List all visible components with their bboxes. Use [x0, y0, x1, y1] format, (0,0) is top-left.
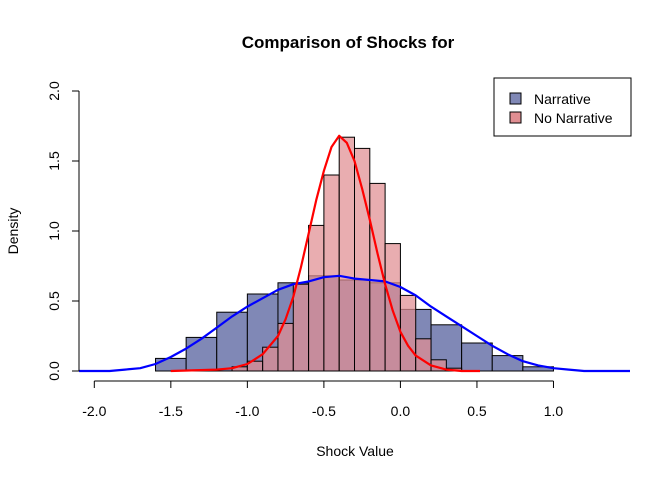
- x-tick-label-1: -1.5: [159, 403, 183, 419]
- y-axis-label: Density: [5, 208, 21, 255]
- density-line-narrative: [79, 274, 630, 373]
- bar-no-narrative-6: [323, 174, 340, 372]
- x-tick-label-5: 0.5: [467, 403, 487, 419]
- y-tick-label-4: 2.0: [46, 81, 62, 101]
- x-tick-label-0: -2.0: [82, 403, 106, 419]
- density-lines: [79, 134, 630, 373]
- x-tick-label-4: 0.0: [391, 403, 411, 419]
- y-tick-label-2: 1.0: [46, 221, 62, 241]
- bar-narrative-11: [491, 355, 524, 372]
- x-axis: -2.0 -1.5 -1.0 -0.5 0.0 0.5 1.0: [82, 380, 564, 419]
- legend-swatch-narrative: [509, 92, 522, 105]
- density-line-no-narrative: [170, 134, 480, 373]
- bar-narrative-1: [185, 336, 218, 372]
- bar-no-narrative-4: [292, 283, 310, 372]
- bar-no-narrative-5: [308, 224, 325, 372]
- y-tick-label-0: 0.0: [46, 361, 62, 381]
- x-tick-label-3: -0.5: [312, 403, 336, 419]
- bar-narrative-0: [155, 357, 187, 372]
- legend-label-narrative: Narrative: [534, 91, 591, 107]
- bar-no-narrative-11: [399, 294, 417, 372]
- x-axis-label: Shock Value: [316, 443, 394, 459]
- x-tick-label-6: 1.0: [544, 403, 564, 419]
- x-tick-label-2: -1.0: [235, 403, 259, 419]
- legend-label-no-narrative: No Narrative: [534, 110, 613, 126]
- bar-narrative-2: [216, 311, 248, 372]
- bar-narrative-10: [461, 342, 493, 372]
- y-tick-label-1: 0.5: [46, 291, 62, 311]
- chart-title: Comparison of Shocks for: [242, 33, 455, 52]
- legend: Narrative No Narrative: [493, 77, 632, 137]
- legend-box: [493, 77, 632, 137]
- legend-swatch-no-narrative: [509, 111, 522, 124]
- y-axis: 0.0 0.5 1.0 1.5 2.0: [46, 81, 80, 381]
- bar-no-narrative-8: [354, 147, 371, 372]
- y-tick-label-3: 1.5: [46, 151, 62, 171]
- bar-no-narrative-12: [415, 338, 432, 372]
- bar-no-narrative-7: [338, 136, 356, 372]
